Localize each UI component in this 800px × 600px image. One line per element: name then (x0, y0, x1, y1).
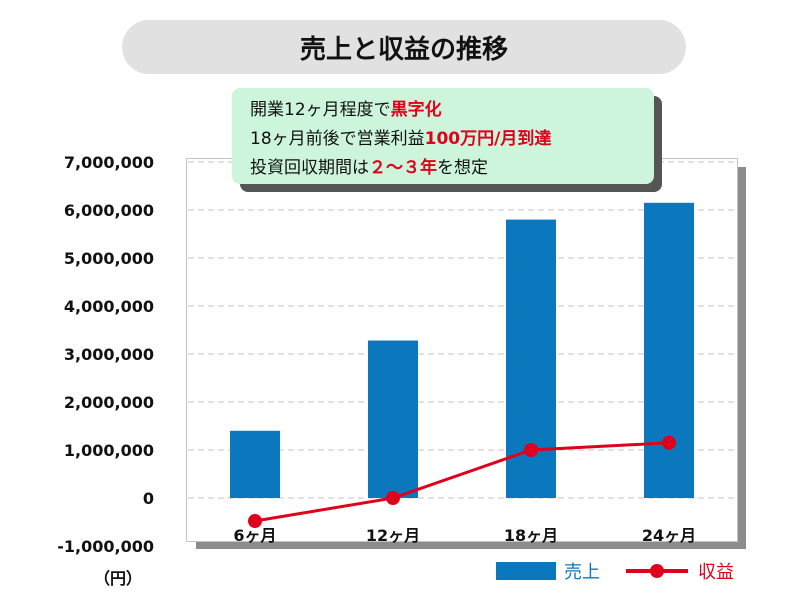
annotation-highlight: ２～３年 (369, 158, 437, 178)
point-profit (662, 435, 676, 450)
line-series-profit (248, 435, 676, 529)
legend: 売上 収益 (496, 556, 734, 586)
y-tick-label: 2,000,000 (64, 393, 154, 412)
legend-swatch-profit (626, 564, 688, 578)
point-profit (386, 491, 400, 505)
x-axis-ticks: 6ヶ月 12ヶ月 18ヶ月 24ヶ月 (233, 526, 696, 545)
bar-sales (368, 340, 418, 498)
y-tick-label: 4,000,000 (64, 297, 154, 316)
point-profit (248, 514, 262, 529)
x-tick-label: 6ヶ月 (233, 526, 276, 545)
annotation-line-3: 投資回収期間は２～３年を想定 (250, 154, 642, 183)
y-tick-label: 3,000,000 (64, 345, 154, 364)
annotation-line-1: 開業12ヶ月程度で黒字化 (250, 96, 642, 125)
x-tick-label: 12ヶ月 (366, 526, 420, 545)
y-tick-label: 5,000,000 (64, 249, 154, 268)
x-tick-label: 18ヶ月 (504, 526, 558, 545)
legend-label-profit: 収益 (698, 562, 734, 583)
bar-sales (644, 202, 694, 499)
annotation-text: 投資回収期間は (250, 158, 369, 178)
y-tick-label: -1,000,000 (57, 537, 154, 556)
line-profit (254, 441, 670, 523)
y-tick-label: 0 (143, 489, 154, 508)
bar-sales (230, 430, 280, 498)
y-tick-label: 7,000,000 (64, 153, 154, 172)
y-axis-ticks: 7,000,000 6,000,000 5,000,000 4,000,000 3,00… (57, 153, 154, 556)
bar-series-sales (230, 202, 694, 499)
annotation-text: 18ヶ月前後で営業利益 (250, 129, 425, 149)
annotation-box: 開業12ヶ月程度で黒字化 18ヶ月前後で営業利益100万円/月到達 投資回収期間… (232, 88, 654, 184)
y-tick-label: 6,000,000 (64, 201, 154, 220)
x-tick-label: 24ヶ月 (642, 526, 696, 545)
annotation-highlight: 黒字化 (390, 100, 442, 120)
annotation-text: 開業12ヶ月程度で (250, 100, 391, 120)
annotation-text: を想定 (437, 158, 488, 178)
annotation-highlight: 100万円/月到達 (424, 129, 552, 149)
annotation-line-2: 18ヶ月前後で営業利益100万円/月到達 (250, 125, 642, 154)
y-axis-unit: （円） (94, 569, 143, 588)
legend-swatch-sales (496, 562, 556, 580)
chart-title: 売上と収益の推移 (122, 20, 686, 74)
point-profit (524, 443, 538, 457)
legend-label-sales: 売上 (564, 562, 600, 583)
y-tick-label: 1,000,000 (64, 441, 154, 460)
